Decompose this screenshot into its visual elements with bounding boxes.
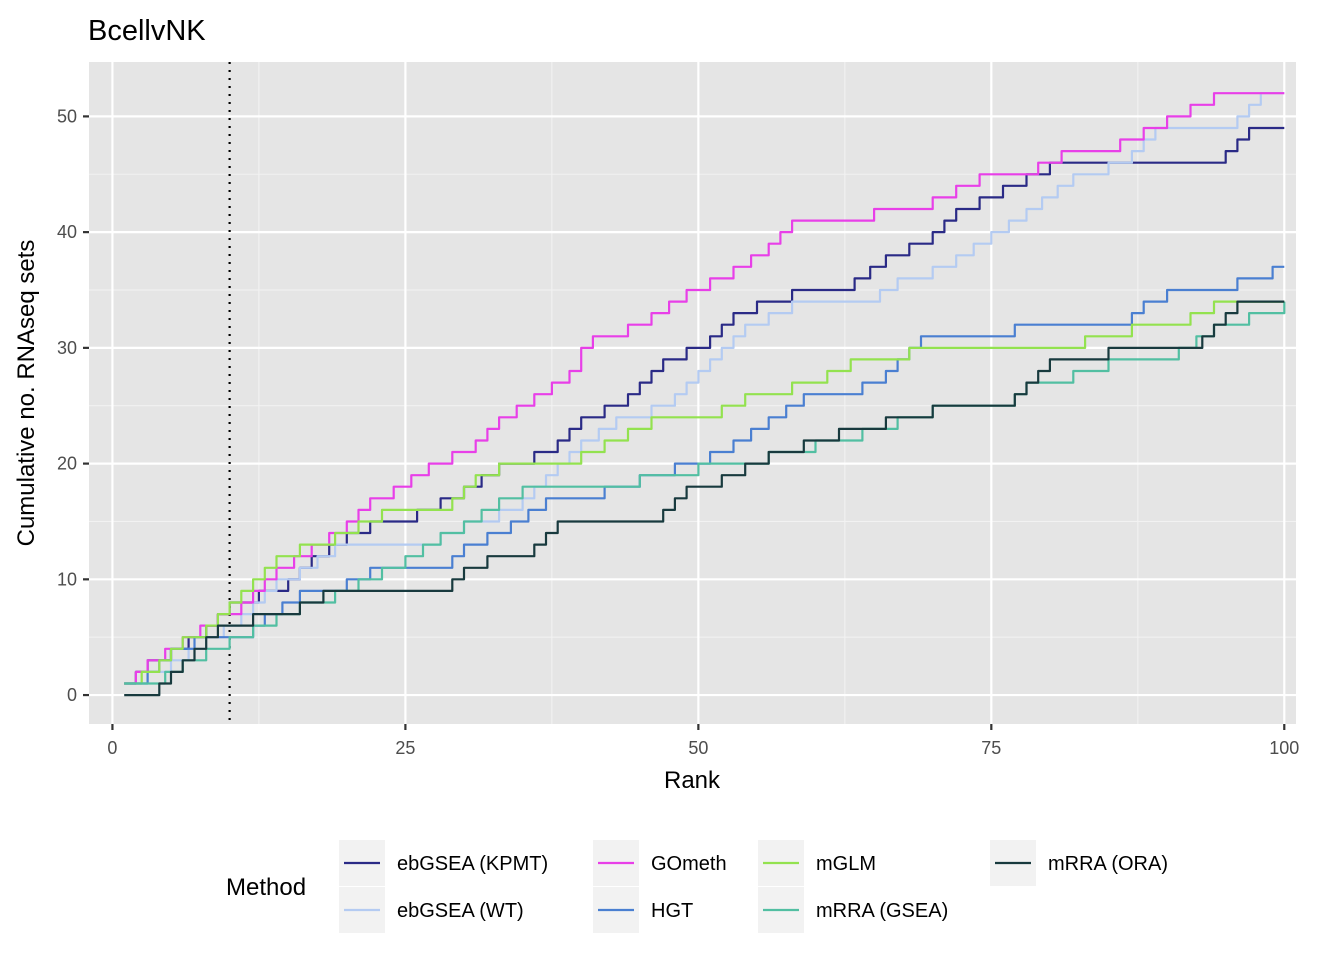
series-line-mglm: [124, 300, 1285, 685]
y-tick-label: 40: [57, 222, 77, 242]
y-axis-title: Cumulative no. RNAseq sets: [13, 240, 40, 547]
y-tick-label: 20: [57, 454, 77, 474]
legend-label: mRRA (ORA): [1048, 853, 1168, 875]
series-line-gometh: [124, 92, 1285, 685]
x-axis-title: Rank: [664, 767, 721, 794]
chart-title: BcellvNK: [88, 15, 206, 47]
legend-title: Method: [226, 874, 306, 901]
y-tick-label: 50: [57, 106, 77, 126]
y-tick-label: 0: [67, 685, 77, 705]
legend: Method ebGSEA (KPMT) ebGSEA (WT) GOmeth HGT…: [226, 840, 1168, 933]
legend-label: ebGSEA (WT): [397, 900, 524, 922]
x-tick-label: 0: [107, 738, 117, 758]
x-tick-label: 75: [981, 738, 1001, 758]
series-line-mrra-gsea: [124, 301, 1286, 685]
legend-label: mGLM: [816, 853, 876, 875]
series-line-mrra-ora: [124, 300, 1285, 697]
x-tick-label: 25: [395, 738, 415, 758]
y-tick-label: 10: [57, 569, 77, 589]
legend-label: ebGSEA (KPMT): [397, 853, 548, 875]
y-axis-ticks: 0 10 20 30 40 50: [57, 106, 89, 705]
series-line-ebgsea-kpmt: [124, 126, 1285, 685]
legend-label: HGT: [651, 900, 693, 922]
x-tick-label: 100: [1269, 738, 1299, 758]
series-line-ebgsea-wt: [124, 92, 1285, 685]
series-lines: [124, 92, 1286, 697]
legend-label: GOmeth: [651, 853, 727, 875]
legend-label: mRRA (GSEA): [816, 900, 948, 922]
y-tick-label: 30: [57, 338, 77, 358]
x-axis-ticks: 0 25 50 75 100: [107, 724, 1299, 758]
x-tick-label: 50: [688, 738, 708, 758]
